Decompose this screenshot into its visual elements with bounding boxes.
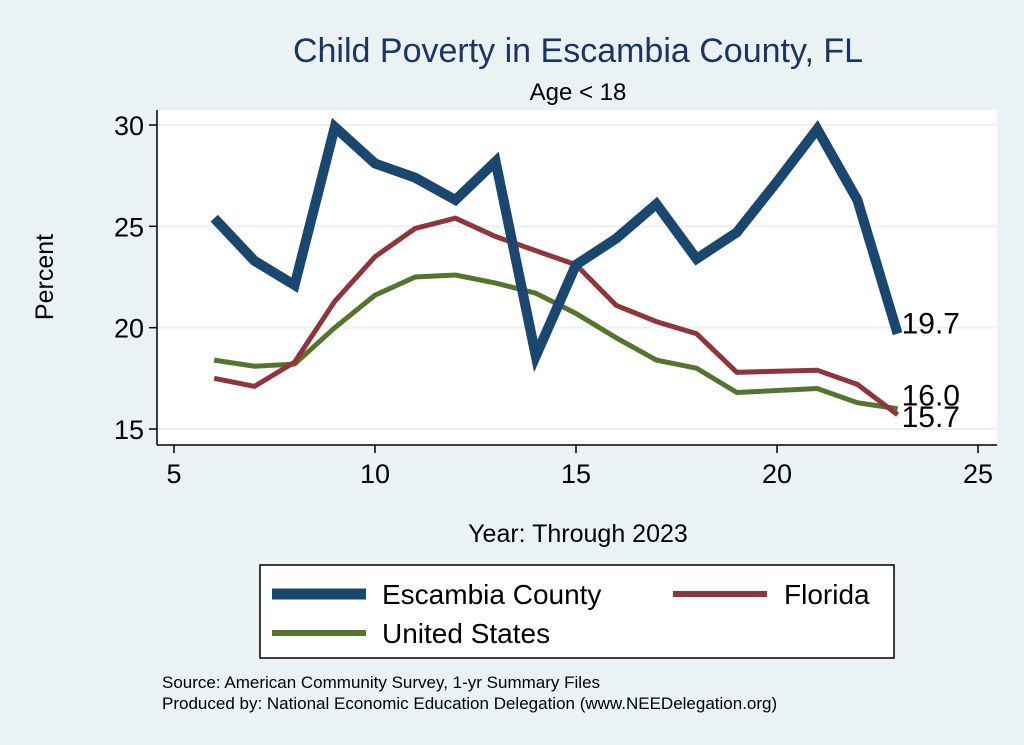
legend-box — [259, 564, 895, 659]
x-tick-label: 5 — [166, 459, 181, 489]
series-lines — [210, 117, 903, 417]
y-tick-label: 25 — [114, 212, 144, 242]
x-tick-label: 10 — [360, 459, 390, 489]
series-line-florida — [213, 215, 900, 417]
series-line-united-states — [213, 272, 898, 412]
legend-label-escambia: Escambia County — [382, 579, 601, 610]
axes: 15 20 25 30 5 10 15 20 25 — [114, 110, 997, 489]
x-tick-label: 25 — [963, 459, 993, 489]
x-tick-label: 15 — [561, 459, 591, 489]
legend: Escambia County Florida United States — [259, 564, 895, 659]
end-label-escambia: 19.7 — [902, 308, 960, 341]
chart-title: Child Poverty in Escambia County, FL — [293, 32, 863, 70]
source-note: Source: American Community Survey, 1-yr … — [162, 673, 600, 692]
grid — [157, 124, 997, 430]
y-tick-label: 30 — [114, 111, 144, 141]
end-label-united-states: 16.0 — [902, 380, 960, 413]
legend-label-florida: Florida — [784, 579, 870, 610]
producer-note: Produced by: National Economic Education… — [162, 694, 777, 713]
end-labels: 19.7 15.716.0 — [902, 308, 960, 434]
y-axis-title: Percent — [31, 234, 59, 320]
y-tick-label: 15 — [114, 415, 144, 445]
y-tick-label: 20 — [114, 314, 144, 344]
series-line-escambia — [210, 117, 903, 373]
chart-subtitle: Age < 18 — [530, 79, 627, 106]
end-label-florida: 15.7 — [902, 401, 960, 434]
legend-label-united-states: United States — [382, 618, 550, 649]
x-axis-title: Year: Through 2023 — [468, 520, 688, 548]
x-tick-label: 20 — [762, 459, 792, 489]
